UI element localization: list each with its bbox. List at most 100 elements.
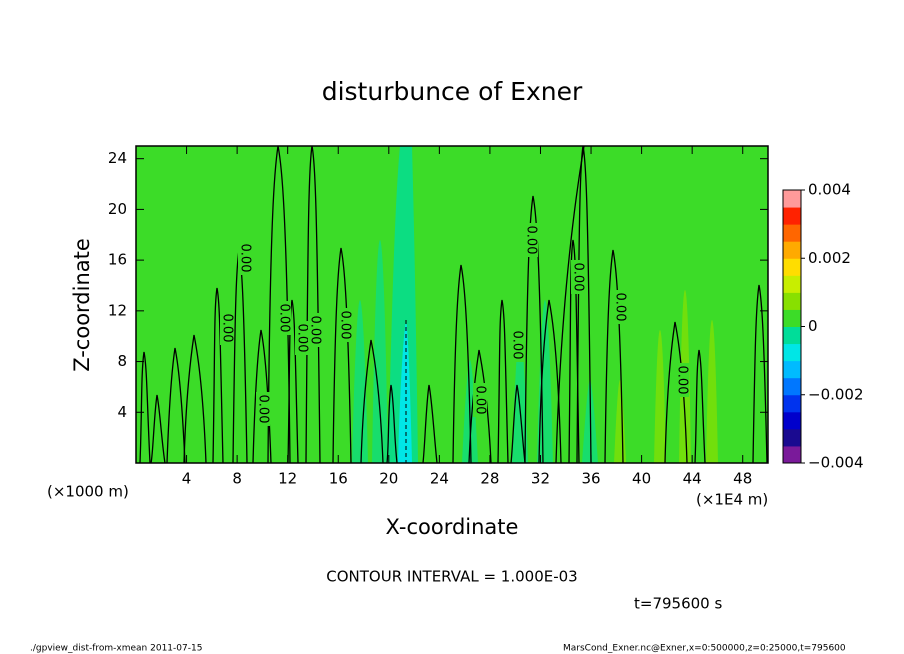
colorbar-band [783, 445, 801, 464]
contour-label: 0.00 [256, 395, 271, 424]
footer-right: MarsCond_Exner.nc@Exner,x=0:500000,z=0:2… [563, 644, 846, 654]
contour-label: 0.00 [220, 314, 235, 343]
x-tick-label: 12 [278, 470, 297, 488]
colorbar-band [783, 241, 801, 259]
contour-label-bg [338, 308, 352, 342]
contour-line [360, 339, 384, 464]
y-tick-label: 12 [108, 301, 127, 319]
y-tick-label: 8 [117, 352, 127, 370]
contour-line [183, 334, 207, 464]
colorbar-band [783, 292, 801, 310]
contour-line [139, 351, 151, 464]
x-unit-right: (×1E4 m) [696, 491, 768, 509]
x-tick-label: 44 [683, 470, 702, 488]
contour-label: 0.00 [613, 293, 628, 322]
contour-line [332, 247, 352, 464]
negative-region [352, 300, 368, 463]
colorbar-band [783, 309, 801, 327]
x-tick-label: 16 [329, 470, 348, 488]
colorbar-band [783, 343, 801, 362]
x-tick-label: 32 [531, 470, 550, 488]
x-tick-label: 40 [632, 470, 651, 488]
colorbar-band [783, 411, 801, 430]
positive-region [654, 330, 666, 463]
contour-label-bg [675, 363, 689, 397]
colorbar-band [783, 377, 801, 396]
colorbar-tick-label: 0.002 [808, 249, 851, 267]
contour-line [468, 349, 492, 464]
colorbar-tick-label: −0.002 [808, 385, 864, 403]
contour-label-bg [277, 301, 291, 335]
colorbar-band [783, 258, 801, 276]
contour-line [166, 347, 186, 464]
contour-line [212, 287, 224, 464]
positive-region [706, 320, 718, 463]
y-tick-label: 4 [117, 403, 127, 421]
contour-label: 0.00 [524, 226, 539, 255]
contour-label: 0.00 [571, 263, 586, 292]
contour-label-bg [238, 241, 252, 275]
y-tick-label: 24 [108, 149, 127, 167]
contour-line [555, 145, 585, 464]
negative-region [537, 300, 553, 463]
colorbar-band [783, 428, 801, 447]
x-tick-label: 36 [581, 470, 600, 488]
contour-interval: CONTOUR INTERVAL = 1.000E-03 [326, 568, 577, 586]
colorbar-band [783, 190, 801, 208]
negative-region [372, 240, 388, 463]
contour-label: 0.00 [473, 386, 488, 415]
contour-line [287, 299, 299, 464]
contour-label: 0.00 [308, 316, 323, 345]
time-label: t=795600 s [634, 595, 722, 613]
contour-line [604, 249, 624, 464]
contour-label: 0.00 [510, 331, 525, 360]
negative-region [512, 330, 528, 463]
chart-title: disturbunce of Exner [322, 77, 583, 106]
colorbar-band [783, 224, 801, 242]
x-tick-label: 20 [379, 470, 398, 488]
colorbar-tick-label: 0 [808, 317, 818, 335]
contour-label: 0.00 [295, 324, 310, 353]
x-tick-label: 48 [733, 470, 752, 488]
negative-region [398, 320, 412, 463]
x-axis-label: X-coordinate [386, 515, 519, 539]
contour-label: 0.00 [338, 311, 353, 340]
contour-line [422, 384, 438, 464]
contour-line [752, 284, 768, 464]
colorbar-band [783, 326, 801, 345]
negative-region [388, 146, 418, 463]
y-axis-label: Z-coordinate [70, 238, 94, 372]
contour-label-bg [473, 383, 487, 417]
y-tick-label: 16 [108, 251, 127, 269]
contour-line [568, 239, 580, 464]
plot-frame [135, 145, 769, 464]
contour-label: 0.00 [238, 244, 253, 273]
contour-label: 0.00 [675, 366, 690, 395]
contour-line [386, 384, 398, 464]
contour-line [150, 394, 166, 464]
x-unit-left: (×1000 m) [47, 483, 129, 501]
contour-line [694, 349, 706, 464]
colorbar-band [783, 207, 801, 225]
x-tick-label: 8 [232, 470, 242, 488]
contour-line [538, 299, 562, 464]
contour-label-bg [295, 321, 309, 355]
footer-left: ./gpview_dist-from-xmean 2011-07-15 [30, 644, 202, 654]
x-tick-label: 28 [480, 470, 499, 488]
x-tick-label: 24 [430, 470, 449, 488]
contour-line [524, 195, 544, 464]
contour-label-bg [308, 313, 322, 347]
contour-label-bg [613, 290, 627, 324]
field [136, 146, 768, 463]
colorbar-band [783, 275, 801, 293]
contour-label-bg [220, 311, 234, 345]
contour-line [452, 264, 472, 464]
y-tick-label: 20 [108, 200, 127, 218]
contour-line [497, 299, 509, 464]
colorbar-tick-label: 0.004 [808, 181, 851, 199]
colorbar-tick-label: −0.004 [808, 454, 864, 472]
contour-label-bg [524, 223, 538, 257]
contour-label: 0.00 [277, 304, 292, 333]
